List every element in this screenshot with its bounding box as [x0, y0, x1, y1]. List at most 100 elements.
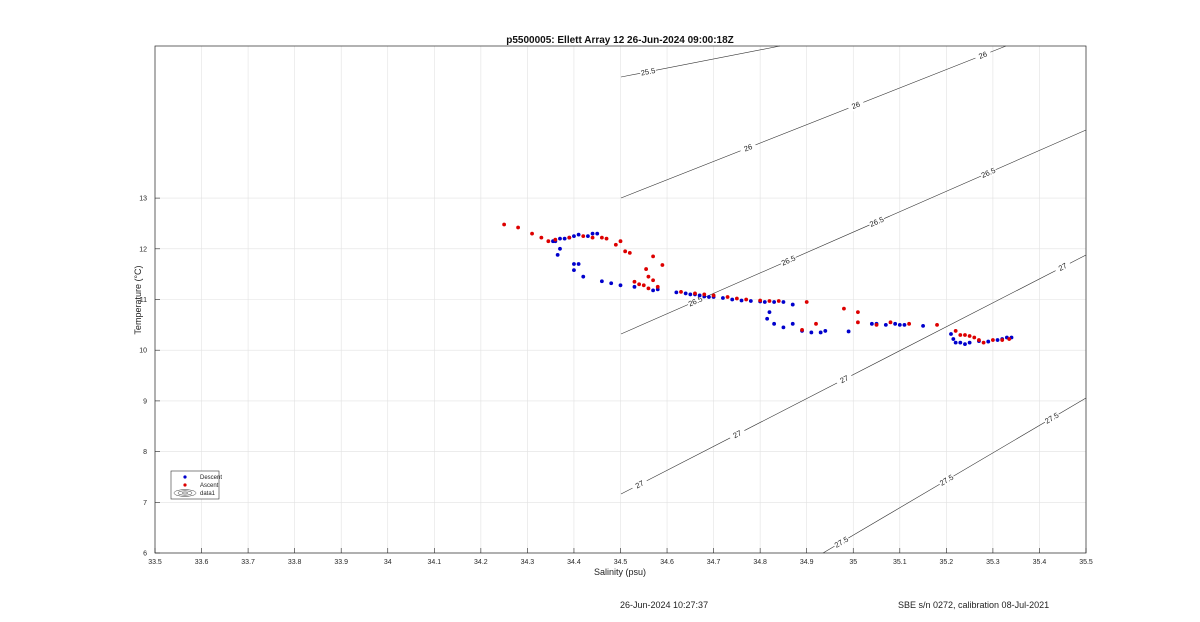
contour-line [822, 397, 1087, 554]
x-tick-label: 35 [849, 559, 857, 566]
legend-ascent-marker [183, 483, 187, 487]
ascent-point [530, 231, 534, 236]
y-tick-label: 9 [143, 398, 147, 405]
contour-label-bg [846, 98, 865, 113]
contour-line [620, 45, 1007, 199]
contour-label-bg [979, 165, 998, 181]
descent-point [767, 310, 772, 315]
ascent-point [627, 250, 632, 255]
data-points [502, 222, 1014, 347]
x-tick-label: 34.8 [753, 559, 767, 566]
ascent-point [660, 263, 665, 267]
ascent-point [776, 299, 781, 303]
ascent-point [646, 286, 651, 291]
ascent-point [567, 235, 572, 240]
ascent-point [651, 278, 655, 283]
contour-label: 26 [977, 49, 988, 60]
descent-point [609, 281, 614, 286]
descent-point [730, 297, 735, 302]
descent-point [697, 293, 702, 298]
contour-label-bg [686, 294, 705, 309]
descent-point [893, 321, 898, 326]
ascent-point [972, 335, 977, 340]
descent-point [897, 322, 902, 327]
descent-point [555, 252, 560, 257]
legend: Descent Ascent data1 [170, 470, 222, 500]
ascent-point [655, 284, 660, 289]
x-tick-label: 34.5 [614, 559, 628, 566]
ascent-point [958, 333, 963, 337]
descent-point [558, 236, 562, 241]
ascent-point [590, 235, 595, 240]
y-axis-ticks: 6 7 8 9 10 11 12 13 [139, 196, 160, 558]
x-tick-label: 33.7 [241, 559, 255, 566]
ascent-point [641, 283, 646, 288]
ascent-point [804, 300, 809, 304]
x-tick-label: 34.7 [707, 559, 721, 566]
descent-point [590, 231, 595, 236]
ascent-point [618, 239, 623, 244]
ascent-point [581, 234, 586, 239]
descent-point [721, 296, 725, 300]
y-tick-label: 10 [139, 348, 147, 355]
descent-point [995, 338, 1000, 342]
contour-line [620, 254, 1087, 495]
ascent-point [546, 239, 551, 244]
density-contours: 25.526262626.526.526.526.52727272727.527… [620, 45, 1087, 554]
descent-point [599, 279, 604, 284]
chart-title: p5500005: Ellett Array 12 26-Jun-2024 09… [506, 35, 734, 46]
ascent-point [935, 322, 939, 327]
x-tick-label: 34 [384, 559, 392, 566]
x-tick-label: 35.5 [1079, 559, 1093, 566]
ascent-point [856, 320, 860, 325]
ascent-point [907, 321, 912, 326]
descent-point [921, 323, 925, 328]
descent-point [846, 329, 851, 334]
descent-point [707, 295, 711, 299]
descent-point [562, 236, 567, 241]
contour-label-bg [738, 140, 758, 155]
descent-point [595, 231, 600, 236]
x-axis-ticks: 33.5 33.6 33.7 33.8 33.9 34 34.1 34.2 34.3 34.4 34… [148, 548, 1093, 566]
descent-point [986, 339, 991, 344]
contour-label-bg [728, 426, 747, 442]
contour-label-bg [832, 534, 851, 551]
ascent-point [637, 282, 642, 287]
contour-label: 27 [634, 479, 646, 491]
ascent-point [599, 235, 604, 240]
descent-point [953, 340, 958, 345]
ascent-point [725, 295, 730, 299]
contour-label-bg [867, 214, 886, 230]
descent-point [772, 321, 777, 326]
footer-timestamp: 26-Jun-2024 10:27:37 [620, 600, 709, 610]
y-tick-label: 13 [139, 196, 147, 203]
legend-ascent-label: Ascent [200, 483, 219, 489]
contour-label-bg [639, 65, 657, 78]
ascent-point [874, 322, 879, 327]
ascent-point [539, 235, 544, 240]
ascent-point [963, 333, 967, 337]
contour-label: 27 [1057, 261, 1069, 273]
ascent-point [888, 320, 893, 325]
x-tick-label: 33.9 [334, 559, 348, 566]
descent-point [951, 337, 956, 341]
ascent-point [711, 293, 716, 298]
descent-point [572, 234, 576, 239]
ascent-point [800, 328, 804, 332]
descent-point [572, 268, 576, 272]
descent-point [949, 332, 953, 336]
descent-point [618, 283, 623, 288]
ascent-point [734, 296, 739, 301]
descent-point [958, 340, 963, 345]
descent-point [765, 316, 770, 321]
descent-point [762, 300, 767, 304]
x-tick-label: 33.5 [148, 559, 162, 566]
descent-point [963, 342, 967, 347]
descent-point [790, 302, 795, 307]
contour-label: 26 [850, 100, 861, 111]
legend-descent-marker [183, 475, 187, 479]
x-tick-label: 34.2 [474, 559, 488, 566]
x-axis-label: Salinity (psu) [594, 567, 646, 577]
descent-point [967, 340, 972, 345]
